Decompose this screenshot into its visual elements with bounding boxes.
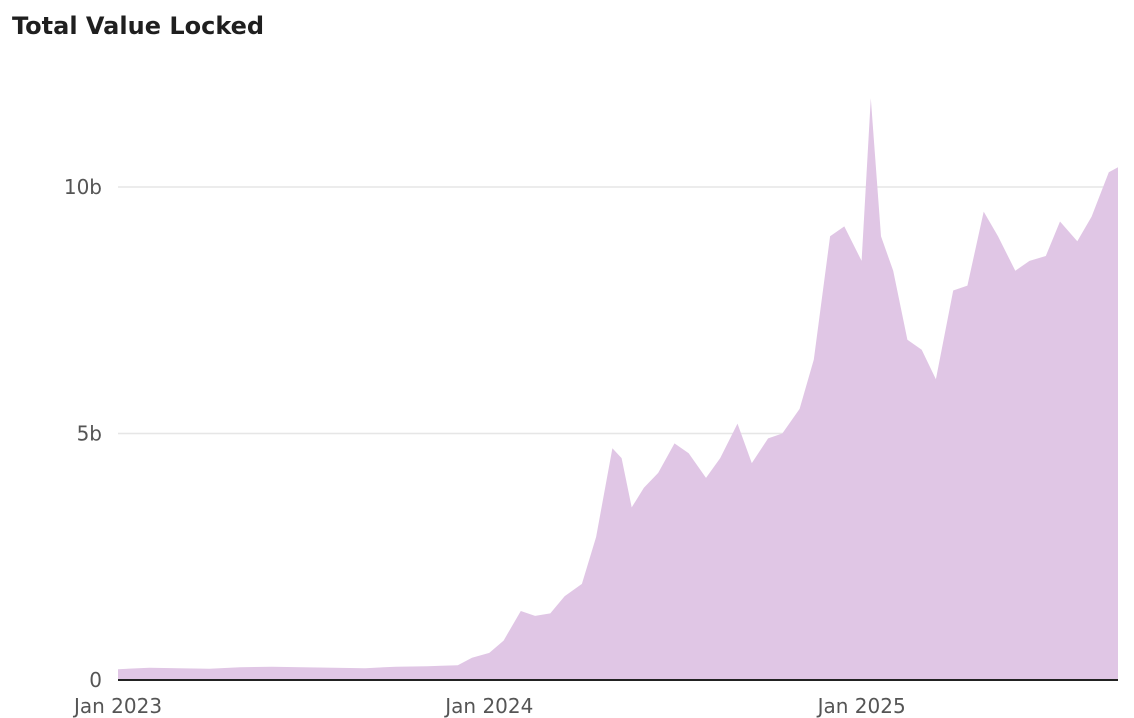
x-tick-label: Jan 2024 (443, 694, 533, 718)
y-tick-label: 0 (89, 668, 102, 692)
x-tick-label: Jan 2025 (816, 694, 906, 718)
y-tick-label: 5b (77, 422, 102, 446)
tvl-area (118, 98, 1118, 681)
x-tick-label: Jan 2023 (72, 694, 162, 718)
chart-title: Total Value Locked (12, 12, 265, 40)
area-series (118, 98, 1118, 681)
y-tick-label: 10b (64, 175, 102, 199)
y-axis-ticks: 0 5b 10b (64, 175, 102, 692)
x-axis-ticks: Jan 2023 Jan 2024 Jan 2025 (72, 694, 906, 718)
